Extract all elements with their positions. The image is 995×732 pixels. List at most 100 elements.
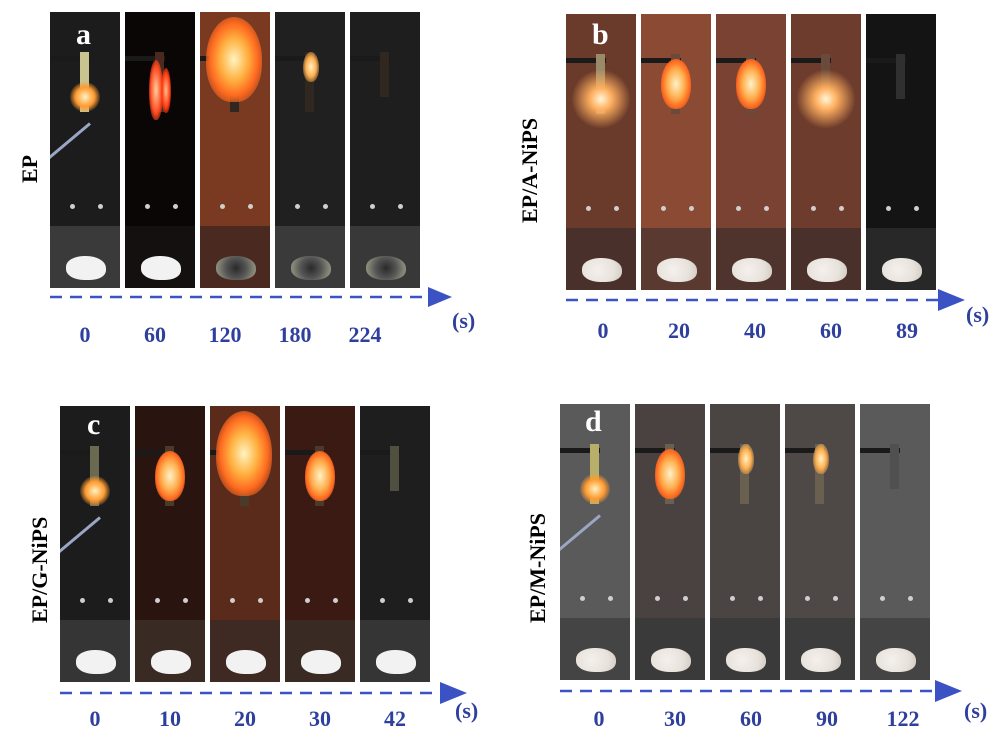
panel-d-sample-label: EP/M-NiPS — [525, 513, 550, 623]
clamp-rod — [560, 448, 600, 453]
photo-frame — [360, 406, 430, 682]
flame — [161, 68, 171, 113]
panel-b-photo-strip — [566, 14, 937, 290]
wall-rivets — [635, 596, 705, 602]
photo-frame — [566, 14, 636, 290]
wall-rivets — [275, 204, 345, 210]
panel-b: EP/A-NiPS b 0 20 40 60 89 (s) — [0, 0, 995, 350]
sample-strip — [890, 444, 899, 489]
cotton-pad — [657, 258, 697, 282]
photo-frame — [50, 12, 120, 288]
cotton-pad — [366, 256, 406, 280]
flame-glow — [80, 476, 110, 506]
cotton-pad — [301, 650, 341, 674]
time-tick-label: 180 — [278, 322, 312, 347]
clamp-rod — [710, 448, 750, 453]
clamp-rod — [360, 450, 400, 455]
cotton-pad — [226, 650, 266, 674]
rivet — [258, 598, 263, 603]
clamp-rod — [641, 58, 681, 63]
clamp-rod — [566, 58, 606, 63]
panel-d-unit: (s) — [964, 698, 988, 723]
sample-strip — [815, 444, 824, 504]
rivet — [833, 596, 838, 601]
photo-frame — [60, 406, 130, 682]
time-tick-label: 60 — [740, 706, 762, 731]
time-tick-label: 224 — [348, 322, 382, 347]
panel-c-letter: c — [87, 408, 101, 441]
wall-rivets — [560, 596, 630, 602]
time-tick-label: 0 — [79, 322, 91, 347]
sample-strip — [390, 446, 399, 491]
rivet — [736, 206, 741, 211]
photo-frame — [285, 406, 355, 682]
time-tick-label: 10 — [159, 706, 181, 731]
photo-frame — [635, 404, 705, 680]
sample-strip — [896, 54, 905, 99]
cotton-pad — [576, 648, 616, 672]
clamp-rod — [635, 448, 675, 453]
time-tick-label: 40 — [744, 318, 766, 343]
rivet — [580, 596, 585, 601]
wall-rivets — [350, 204, 420, 210]
clamp-rod — [785, 448, 825, 453]
wall-rivets — [60, 598, 130, 604]
cotton-pad — [582, 258, 622, 282]
clamp-rod — [135, 450, 175, 455]
clamp-rod — [285, 450, 325, 455]
panel-a-unit: (s) — [452, 308, 476, 333]
rivet — [661, 206, 666, 211]
panel-a: EP a 0 60 120 180 224 (s) — [0, 0, 480, 350]
rivet — [173, 204, 178, 209]
rivet — [614, 206, 619, 211]
flame — [216, 411, 272, 496]
flame — [813, 444, 829, 474]
panel-c: EP/G-NiPS c 0 10 20 30 42 (s) — [0, 0, 495, 731]
rivet — [730, 596, 735, 601]
rivet — [408, 598, 413, 603]
clamp-rod — [125, 56, 165, 61]
rivet — [655, 596, 660, 601]
panel-c-unit: (s) — [455, 698, 479, 723]
cotton-pad — [732, 258, 772, 282]
photo-frame — [210, 406, 280, 682]
panel-b-time-axis — [566, 289, 965, 311]
time-tick-label: 120 — [208, 322, 242, 347]
clamp-rod — [350, 56, 390, 61]
cotton-pad — [726, 648, 766, 672]
photo-frame — [710, 404, 780, 680]
flame-glow — [571, 69, 631, 129]
photo-frame — [785, 404, 855, 680]
time-tick-label: 30 — [664, 706, 686, 731]
flame-glow — [70, 82, 100, 112]
wall-rivets — [50, 204, 120, 210]
photo-frame — [791, 14, 861, 290]
rivet — [248, 204, 253, 209]
time-tick-label: 20 — [234, 706, 256, 731]
panel-d-time-axis — [560, 680, 962, 702]
cotton-pad — [876, 648, 916, 672]
rivet — [220, 204, 225, 209]
rivet — [230, 598, 235, 603]
flame — [661, 59, 691, 109]
panel-c-time-axis — [60, 682, 467, 704]
cotton-pad — [376, 650, 416, 674]
panel-d-letter: d — [585, 405, 602, 438]
rivet — [880, 596, 885, 601]
clamp-rod — [716, 58, 756, 63]
wall-rivets — [285, 598, 355, 604]
rivet — [914, 206, 919, 211]
sample-strip — [305, 52, 314, 112]
photo-frame — [275, 12, 345, 288]
rivet — [398, 204, 403, 209]
rivet — [70, 204, 75, 209]
wall-rivets — [360, 598, 430, 604]
rivet — [183, 598, 188, 603]
rivet — [80, 598, 85, 603]
rivet — [683, 596, 688, 601]
panel-b-unit: (s) — [966, 302, 990, 327]
time-tick-label: 122 — [886, 706, 920, 731]
rivet — [98, 204, 103, 209]
rivet — [333, 598, 338, 603]
